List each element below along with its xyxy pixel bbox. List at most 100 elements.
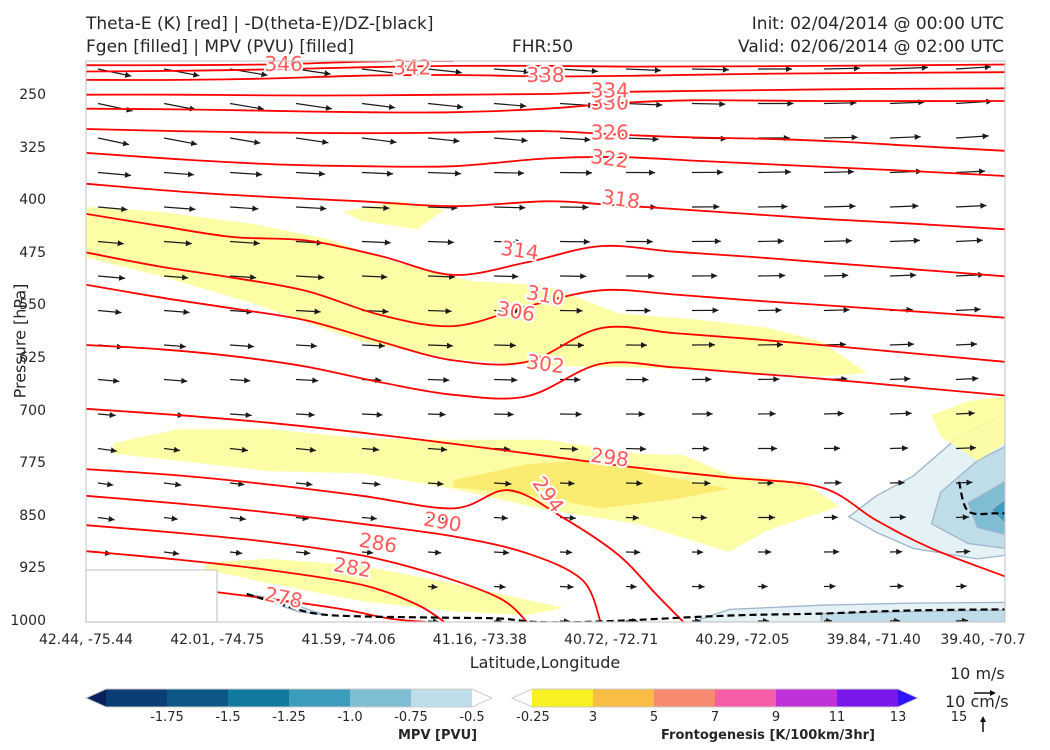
wind-arrow-head — [910, 272, 917, 279]
wind-arrow-head — [1031, 514, 1037, 520]
wind-arrow-head — [907, 341, 914, 348]
mpv-region — [990, 498, 1005, 525]
terrain-box — [85, 569, 218, 623]
wind-arrow-head — [309, 446, 316, 453]
wind-arrow-head — [711, 272, 718, 279]
wind-arrow-head — [239, 515, 246, 522]
wind-arrow-shaft — [691, 68, 730, 71]
wind-arrow-head — [904, 376, 911, 382]
fgen-colorbar-label: Frontogenesis [K/100km/3hr] — [661, 728, 875, 743]
wind-arrow-head — [1028, 583, 1034, 589]
wind-arrow-head — [896, 548, 903, 555]
y-tick-label: 625 — [19, 350, 46, 367]
title-center: FHR:50 — [512, 37, 574, 57]
wind-arrow-head — [367, 549, 374, 556]
wind-arrow-head — [261, 71, 268, 78]
wind-arrow-head — [848, 168, 855, 175]
dz-contour — [246, 592, 1005, 622]
title-left-line1: Theta-E (K) [red] | -D(theta-E)/DZ-[blac… — [86, 14, 434, 34]
wind-arrow-head — [974, 306, 981, 313]
wind-arrow-head — [576, 307, 583, 314]
wind-arrow-head — [308, 411, 315, 418]
wind-arrow-head — [843, 307, 850, 313]
wind-arrow-head — [456, 103, 464, 110]
wind-arrow-head — [968, 410, 975, 417]
dz-contour — [957, 481, 1005, 516]
wind-arrow-head — [835, 479, 842, 486]
x-tick-label: 41.16, -73.38 — [432, 632, 527, 648]
colorbar-outline — [510, 688, 920, 708]
wind-arrow-head — [777, 238, 784, 245]
wind-arrow-head — [455, 170, 462, 177]
theta-e-contour-298 — [86, 407, 1005, 578]
wind-arrow-head — [845, 237, 852, 244]
contour-label-322: 322 — [589, 144, 630, 173]
wind-arrow-head — [253, 240, 260, 247]
contour-label-326: 326 — [591, 121, 629, 145]
wind-arrow-head — [113, 377, 120, 384]
theta-e-contour-302 — [86, 344, 1005, 400]
x-tick-label: 39.84, -71.40 — [826, 632, 921, 648]
wind-arrow-head — [713, 203, 720, 210]
wind-arrow-head — [505, 480, 512, 487]
x-tick-label: 39.40, -70.7 — [940, 632, 1026, 648]
dz-contours — [246, 481, 1005, 622]
wind-arrow-head — [761, 583, 768, 590]
wind-arrow-head — [447, 239, 454, 246]
wind-arrow-head — [244, 377, 251, 384]
colorbar-tick-label: -0.75 — [394, 710, 428, 725]
wind-arrow-head — [722, 66, 729, 73]
contour-label-342: 342 — [393, 55, 431, 79]
y-axis-label: Pressure [hPa] — [10, 283, 30, 399]
fgen-region — [113, 429, 840, 552]
colorbar-tick-label: -0.5 — [459, 710, 485, 725]
wind-arrow-head — [567, 583, 574, 590]
wind-arrow-head — [640, 445, 647, 452]
colorbar-swatch — [593, 689, 655, 707]
y-tick-label: 775 — [19, 455, 46, 472]
colorbar-tick-label: 7 — [710, 710, 720, 725]
wind-arrow-shaft — [1022, 448, 1039, 449]
fgen-region — [453, 459, 730, 509]
wind-arrow-shaft — [1022, 378, 1041, 379]
wind-arrow-head — [719, 101, 726, 108]
wind-arrow-head — [569, 514, 576, 521]
wind-arrow-head — [980, 202, 987, 209]
wind-arrow-head — [503, 549, 510, 556]
wind-arrow-shaft — [295, 102, 333, 110]
title-right-line2: Valid: 02/06/2014 @ 02:00 UTC — [738, 37, 1004, 57]
wind-arrow-head — [523, 68, 530, 75]
wind-arrow-head — [110, 447, 117, 454]
wind-arrow-head — [851, 134, 858, 141]
wind-arrow-head — [776, 341, 783, 348]
wind-arrow-head — [370, 515, 377, 522]
reference-arrowhead-vertical — [980, 716, 986, 722]
wind-arrow-head — [961, 617, 968, 622]
wind-arrow-head — [175, 481, 182, 488]
y-tick-label: 700 — [19, 402, 46, 419]
contour-label-346: 346 — [265, 52, 303, 76]
wind-arrow-head — [499, 583, 506, 590]
wind-arrow-head — [519, 204, 526, 211]
wind-arrow-head — [446, 342, 453, 349]
wind-arrow-head — [831, 514, 838, 521]
wind-arrow-head — [632, 514, 639, 521]
wind-arrow-head — [583, 238, 590, 245]
wind-arrow-head — [172, 550, 180, 557]
wind-arrow-head — [387, 170, 394, 177]
wind-arrow-head — [115, 309, 122, 315]
wind-arrow-shaft — [1022, 135, 1050, 138]
theta-e-contour-306 — [86, 283, 1005, 366]
wind-arrow-head — [381, 273, 388, 280]
wind-arrow-shaft — [625, 102, 663, 106]
wind-arrow-head — [769, 410, 776, 417]
wind-arrow-head — [118, 274, 126, 281]
x-tick-label: 40.72, -72.71 — [564, 632, 659, 648]
wind-arrow-shaft — [1022, 240, 1050, 242]
y-tick-label: 550 — [19, 297, 46, 314]
wind-arrow-head — [509, 342, 516, 349]
wind-arrow-head — [187, 171, 194, 178]
wind-arrow-shaft — [1022, 205, 1050, 207]
wind-arrow-head — [512, 273, 519, 280]
colorbar-extend-left — [512, 689, 532, 707]
